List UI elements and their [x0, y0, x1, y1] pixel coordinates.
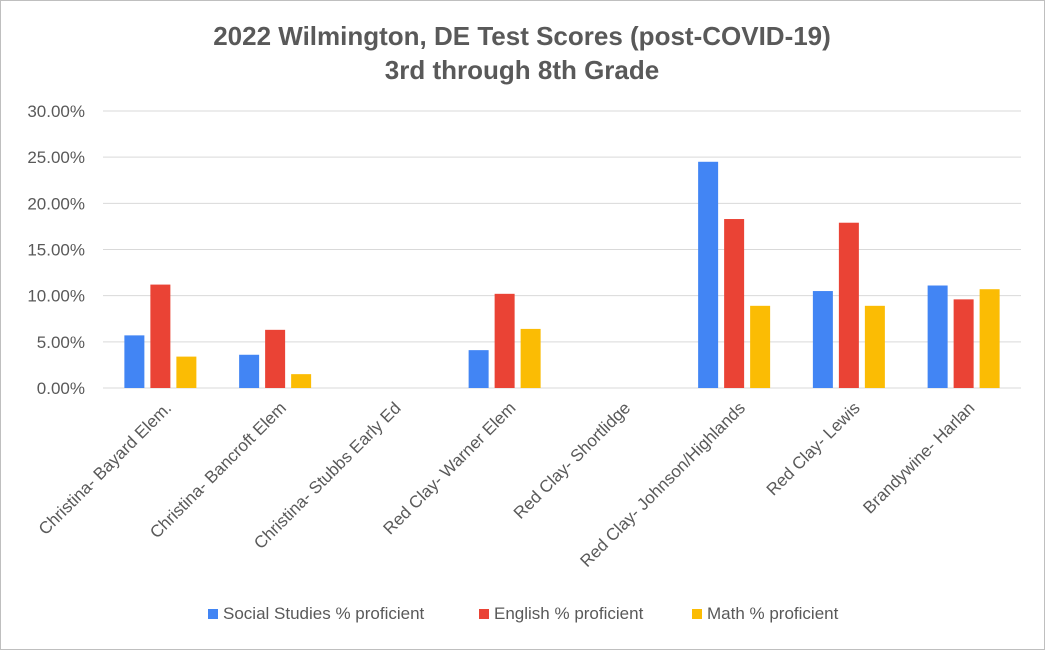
y-tick-label: 10.00% [27, 287, 85, 306]
x-category-label: Brandywine- Harlan [859, 398, 978, 517]
bar [724, 219, 745, 388]
bars [124, 161, 1000, 388]
y-tick-label: 15.00% [27, 241, 85, 260]
bar [979, 289, 1000, 388]
bar [750, 305, 771, 388]
bar [864, 305, 885, 388]
x-category-label: Christina- Bayard Elem. [35, 398, 175, 538]
bar [124, 335, 145, 388]
y-tick-label: 25.00% [27, 148, 85, 167]
legend-swatch [479, 609, 489, 619]
legend-swatch [692, 609, 702, 619]
legend-label: Social Studies % proficient [223, 604, 425, 623]
bar [520, 328, 541, 388]
chart-title-line-1: 2022 Wilmington, DE Test Scores (post-CO… [213, 21, 831, 51]
bar [927, 285, 948, 388]
legend: Social Studies % proficient English % pro… [208, 604, 839, 623]
y-axis-ticks: 0.00% 5.00% 10.00% 15.00% 20.00% 25.00% 30.00% [27, 102, 85, 398]
y-tick-label: 0.00% [37, 379, 85, 398]
bar [150, 284, 171, 388]
chart-title: 2022 Wilmington, DE Test Scores (post-CO… [213, 21, 831, 85]
bar [176, 356, 197, 388]
x-category-label: Red Clay- Shortlidge [510, 398, 634, 522]
y-tick-label: 30.00% [27, 102, 85, 121]
bar [291, 374, 312, 388]
bar [953, 299, 974, 388]
legend-label: English % proficient [494, 604, 644, 623]
bar [698, 161, 719, 388]
chart-title-line-2: 3rd through 8th Grade [385, 55, 659, 85]
bar [239, 354, 260, 388]
bar [812, 291, 833, 388]
bar [468, 350, 489, 388]
bar [838, 222, 859, 388]
legend-label: Math % proficient [707, 604, 839, 623]
legend-swatch [208, 609, 218, 619]
bar [265, 329, 286, 388]
y-tick-label: 5.00% [37, 333, 85, 352]
bar [494, 293, 515, 388]
x-category-label: Red Clay- Warner Elem [380, 398, 520, 538]
y-tick-label: 20.00% [27, 194, 85, 213]
x-axis-categories: Christina- Bayard Elem.Christina- Bancro… [35, 398, 979, 570]
gridlines [103, 110, 1021, 389]
x-category-label: Red Clay- Lewis [763, 398, 864, 499]
